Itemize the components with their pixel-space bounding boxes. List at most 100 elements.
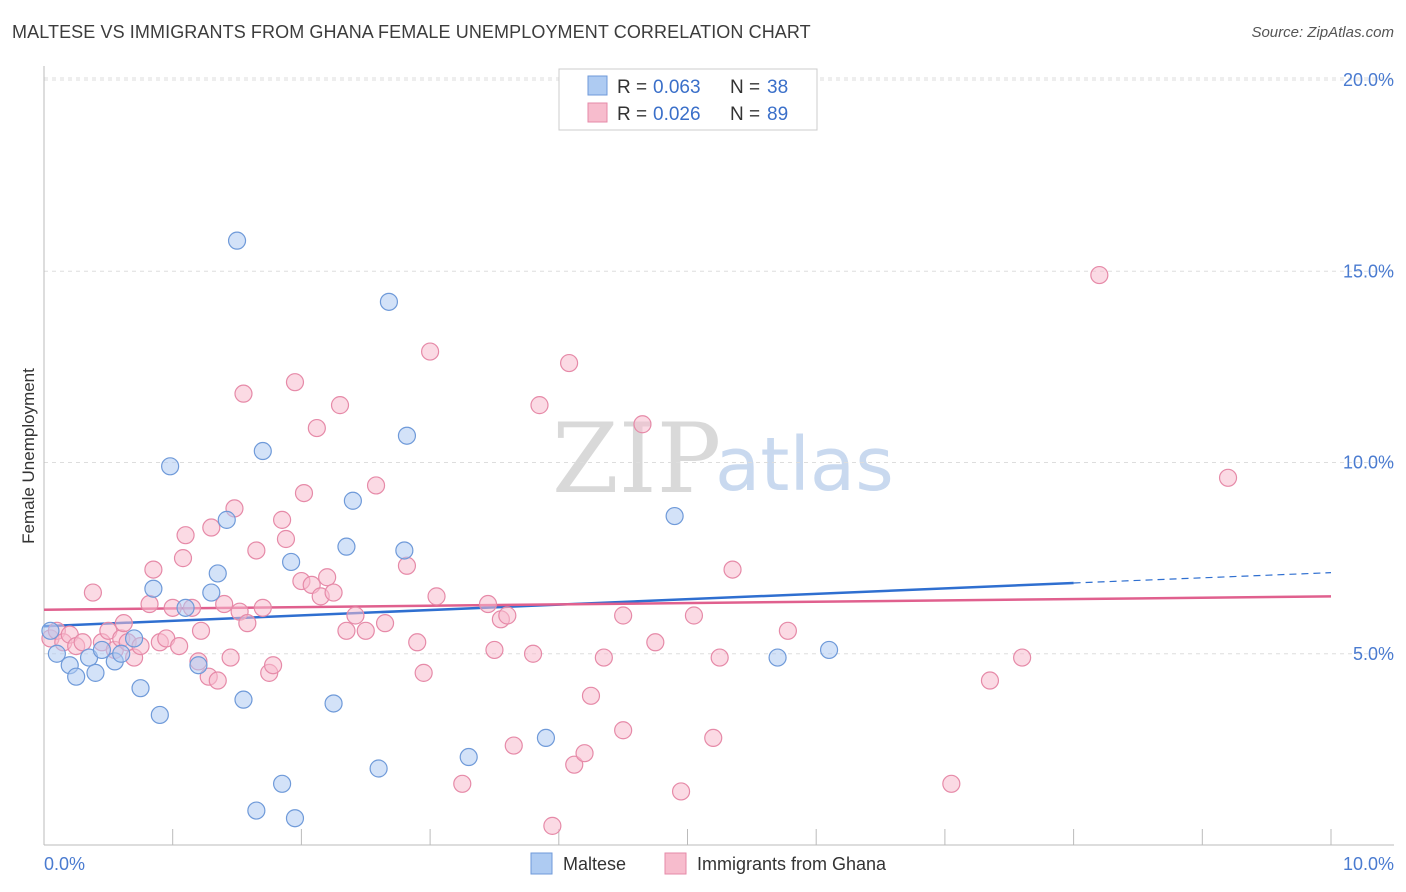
ghana-point-85 [980,671,1000,690]
ghana-point-79 [684,606,704,625]
maltese-point-37 [819,640,839,660]
ghana-point-84 [942,774,961,793]
ghana-point-41 [285,373,305,392]
ghana-point-81 [710,648,729,667]
ghana-point-60 [453,774,472,793]
ghana-point-62 [485,640,504,660]
maltese-point-15 [189,656,208,675]
maltese-point-19 [227,231,247,250]
y-axis-label: Female Unemployment [19,368,38,544]
ghana-point-75 [614,606,633,625]
maltese-point-28 [343,491,362,510]
y-tick-label-20: 20.0% [1343,70,1394,90]
series-swatch-maltese [530,852,553,875]
maltese-point-16 [202,583,221,602]
ghana-point-52 [356,621,375,640]
series-label-maltese: Maltese [563,854,626,874]
ghana-point-72 [581,686,601,705]
ghana-point-73 [594,648,613,667]
ghana-point-49 [330,396,350,415]
ghana-point-35 [247,541,266,560]
maltese-point-21 [247,801,266,820]
ghana-point-22 [176,526,195,545]
ghana-point-56 [408,633,427,652]
maltese-point-20 [234,690,253,709]
ghana-point-16 [144,560,163,579]
ghana-point-82 [723,560,742,579]
ghana-point-30 [221,648,240,667]
maltese-point-34 [536,728,556,748]
ghana-point-40 [276,529,296,549]
ghana-point-48 [324,583,343,602]
series-swatch-ghana [664,852,687,875]
ghana-point-88 [1218,468,1238,487]
chart-title: MALTESE VS IMMIGRANTS FROM GHANA FEMALE … [12,22,811,42]
maltese-point-23 [272,774,292,793]
ghana-point-36 [253,598,272,617]
ghana-point-76 [633,415,652,434]
ghana-point-67 [523,644,543,663]
watermark-atlas: atlas [715,422,894,508]
ghana-point-11 [114,614,133,633]
legend-r-label-ghana: R = [617,104,647,125]
ghana-point-86 [1013,648,1032,667]
maltese-point-14 [176,598,195,617]
ghana-point-64 [498,606,517,625]
ghana-point-45 [307,418,326,438]
ghana-point-20 [170,636,189,656]
ghana-point-27 [202,518,221,537]
ghana-point-53 [366,476,386,495]
ghana-point-57 [414,663,433,682]
maltese-point-17 [208,564,227,583]
ghana-point-78 [671,782,691,801]
ghana-point-25 [191,621,211,640]
correlation-legend: R = 0.063 N = 38 R = 0.026 N = 89 [558,68,818,131]
maltese-point-3 [67,667,86,686]
ghana-point-15 [140,594,159,614]
ghana-point-80 [704,728,723,748]
ghana-point-50 [337,621,356,640]
legend-n-label-maltese: N = [730,77,760,98]
ghana-point-28 [208,671,227,690]
gridlines [44,77,1394,655]
ghana-point-74 [614,721,633,740]
y-tick-label-15: 15.0% [1343,261,1394,281]
maltese-point-1 [47,644,66,663]
ghana-point-61 [478,594,498,614]
x-tick-label-max: 10.0% [1343,854,1394,874]
ghana-point-59 [427,587,446,606]
ghana-point-65 [504,736,523,755]
ghana-point-69 [559,353,579,373]
maltese-point-13 [161,457,180,476]
ghana-point-5 [73,633,92,652]
ghana-point-33 [234,384,253,403]
ghana-point-87 [1090,265,1109,285]
maltese-point-5 [86,663,105,682]
ghana-point-68 [543,816,562,835]
maltese-point-24 [282,552,301,572]
x-tick-label-min: 0.0% [44,854,85,874]
maltese-point-22 [253,441,272,461]
legend-swatch-maltese [587,75,608,96]
legend-swatch-ghana [587,102,608,123]
data-points [41,231,1238,835]
ghana-point-77 [646,633,665,652]
maltese-point-35 [665,506,684,526]
source-label: Source: ZipAtlas.com [1251,24,1394,41]
ghana-point-39 [272,510,292,529]
ghana-point-38 [263,656,283,675]
maltese-point-18 [217,510,236,529]
ghana-point-83 [778,621,797,640]
legend-n-value-maltese: 38 [767,77,788,98]
series-label-ghana: Immigrants from Ghana [697,854,887,874]
ghana-point-21 [173,549,193,568]
ghana-point-58 [421,342,440,361]
maltese-point-6 [92,640,112,660]
ghana-point-29 [215,594,234,614]
maltese-point-36 [768,648,787,667]
maltese-point-9 [124,629,144,648]
ghana-point-66 [530,396,549,415]
axes [43,66,1394,846]
maltese-point-33 [459,747,478,767]
